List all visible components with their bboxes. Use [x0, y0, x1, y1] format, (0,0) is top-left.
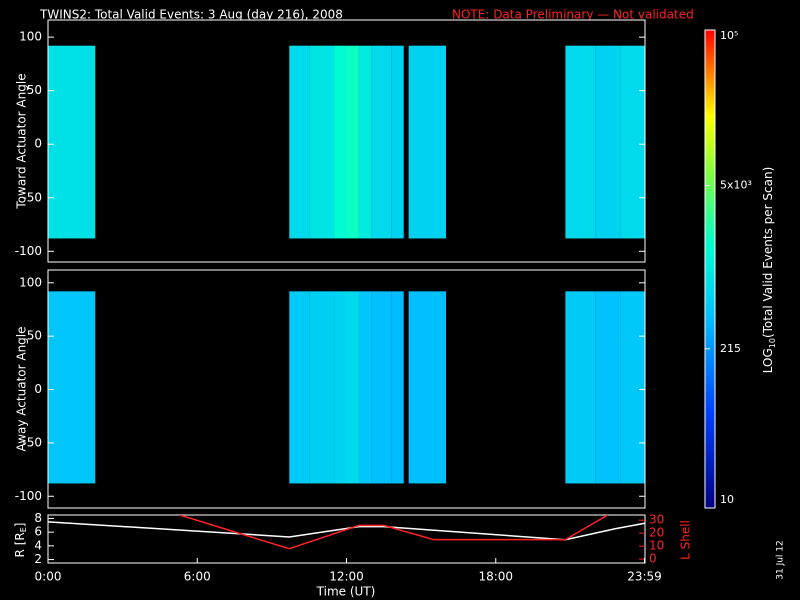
- footnote: 31 Jul 12: [776, 540, 786, 580]
- x-tick-label: 12:00: [329, 570, 364, 584]
- heatmap-cell: [620, 45, 645, 239]
- y-tick-label: 8: [34, 511, 42, 525]
- colorbar-tick-label: 10: [720, 493, 734, 506]
- y-tick-label: 0: [34, 382, 42, 396]
- y-tick-label: 4: [34, 538, 42, 552]
- heatmap-cell: [391, 45, 404, 239]
- y-tick-label: 100: [19, 275, 42, 289]
- y-tick-label: 50: [27, 83, 42, 97]
- colorbar: [704, 29, 716, 509]
- heatmap-cell: [358, 291, 372, 484]
- heatmap-cell: [371, 291, 392, 484]
- heatmap-cell: [565, 45, 596, 239]
- x-axis-label: Time (UT): [316, 585, 376, 599]
- y2-tick-label: 0: [649, 552, 657, 566]
- plot-frame: [47, 269, 646, 509]
- x-tick-label: 6:00: [184, 570, 211, 584]
- y-axis-label: Away Actuator Angle: [15, 326, 29, 451]
- y2-axis-label: L Shell: [679, 520, 693, 560]
- heatmap-cell: [346, 291, 359, 484]
- y-tick-label: 0: [34, 137, 42, 151]
- heatmap-cell: [48, 291, 96, 484]
- x-tick-label: 18:00: [478, 570, 513, 584]
- x-tick-label: 0:00: [35, 570, 62, 584]
- y-axis-label: Toward Actuator Angle: [15, 73, 29, 209]
- y-tick-label: -100: [15, 244, 42, 258]
- heatmap-cell: [48, 45, 96, 239]
- colorbar-label: LOG10(Total Valid Events per Scan): [761, 167, 777, 374]
- y2-tick-label: 30: [649, 513, 664, 527]
- heatmap-cell: [334, 45, 347, 239]
- heatmap-cell: [289, 45, 310, 239]
- colorbar-tick-label: 5x10³: [720, 178, 752, 191]
- heatmap-cell: [358, 45, 372, 239]
- heatmap-cell: [289, 291, 310, 484]
- heatmap-cell: [408, 291, 446, 484]
- heatmap-cell: [408, 45, 446, 239]
- y2-tick-label: 10: [649, 539, 664, 553]
- x-tick-label: 23:59: [627, 570, 662, 584]
- y-tick-label: -100: [15, 489, 42, 503]
- line-series: [179, 515, 609, 550]
- plot-frame: [47, 19, 646, 263]
- heatmap-cell: [565, 291, 596, 484]
- y-tick-label: 50: [27, 329, 42, 343]
- heatmap-cell: [334, 291, 347, 484]
- y-tick-label: -50: [22, 435, 42, 449]
- heatmap-cell: [620, 291, 645, 484]
- heatmap-cell: [595, 291, 621, 484]
- heatmap-cell: [309, 45, 335, 239]
- y-axis-label: R [RE]: [13, 523, 28, 558]
- colorbar-tick-label: 215: [720, 342, 741, 355]
- heatmap-cell: [346, 45, 359, 239]
- line-series: [48, 521, 645, 541]
- colorbar-tick-label: 10⁵: [720, 29, 738, 42]
- y-tick-label: -50: [22, 190, 42, 204]
- heatmap-cell: [309, 291, 335, 484]
- heatmap-cell: [595, 45, 621, 239]
- heatmap-cell: [391, 291, 404, 484]
- y-tick-label: 100: [19, 30, 42, 44]
- y2-tick-label: 20: [649, 526, 664, 540]
- note: NOTE: Data Preliminary — Not validated: [452, 8, 694, 22]
- chart-title: TWINS2: Total Valid Events: 3 Aug (day 2…: [39, 8, 343, 22]
- heatmap-cell: [371, 45, 392, 239]
- y-tick-label: 6: [34, 525, 42, 539]
- y-tick-label: 2: [34, 552, 42, 566]
